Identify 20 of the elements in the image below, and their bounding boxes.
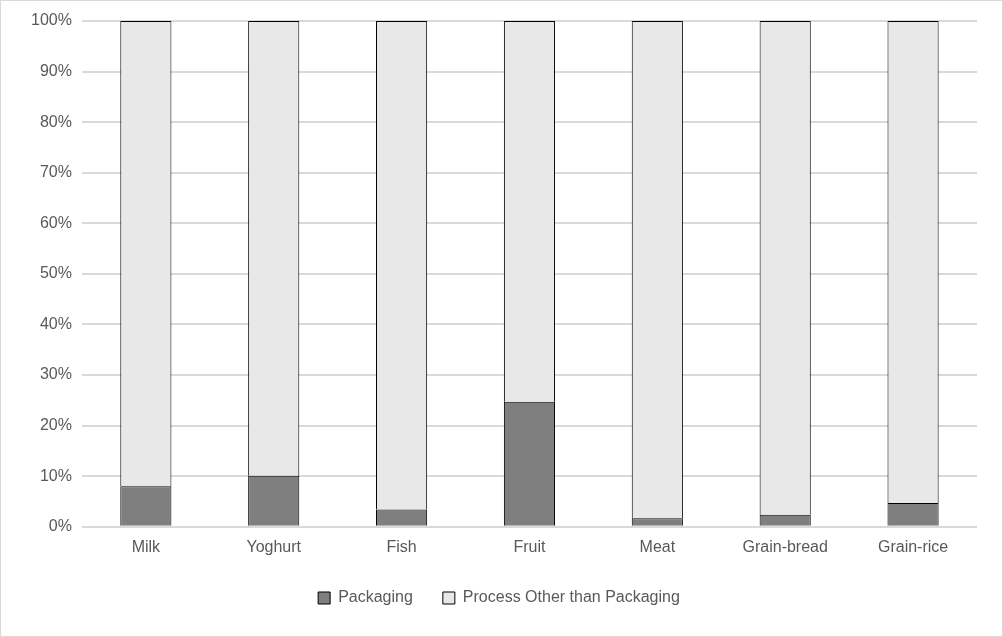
x-tick-label: Meat xyxy=(639,537,676,555)
y-tick-label: 80% xyxy=(39,112,72,130)
y-tick-label: 70% xyxy=(39,163,72,181)
y-tick-label: 60% xyxy=(39,213,72,231)
y-tick-label: 90% xyxy=(39,61,72,79)
x-tick-label: Milk xyxy=(131,537,162,555)
y-tick-label: 30% xyxy=(39,365,72,383)
y-tick-label: 50% xyxy=(39,264,72,282)
x-tick-label: Yoghurt xyxy=(246,537,302,555)
legend-label: Packaging xyxy=(338,588,413,606)
legend-label: Process Other than Packaging xyxy=(462,588,680,606)
y-tick-label: 40% xyxy=(39,314,72,332)
y-tick-label: 100% xyxy=(31,11,72,29)
x-tick-label: Fruit xyxy=(513,537,547,555)
x-tick-label: Fish xyxy=(386,537,417,555)
x-tick-label: Grain-rice xyxy=(877,537,949,555)
y-tick-label: 20% xyxy=(39,416,72,434)
y-tick-label: 10% xyxy=(39,466,72,484)
y-tick-label: 0% xyxy=(48,517,72,535)
x-tick-label: Grain-bread xyxy=(742,537,828,555)
